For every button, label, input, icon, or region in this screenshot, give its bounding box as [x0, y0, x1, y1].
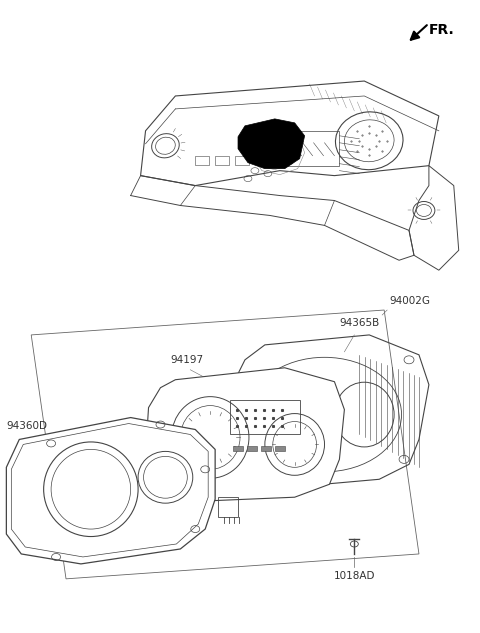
Text: 94002G: 94002G — [389, 296, 430, 306]
Bar — [233, 446, 243, 451]
Bar — [285, 131, 339, 166]
Polygon shape — [145, 368, 344, 501]
Bar — [230, 399, 300, 434]
Polygon shape — [238, 119, 305, 168]
Bar — [235, 156, 249, 165]
Text: 94360D: 94360D — [6, 422, 48, 432]
Text: 1018AD: 1018AD — [334, 571, 375, 581]
Text: FR.: FR. — [429, 23, 455, 37]
Text: 94365B: 94365B — [339, 318, 380, 328]
Bar — [261, 446, 271, 451]
Bar — [195, 156, 209, 165]
Bar — [215, 156, 229, 165]
Polygon shape — [6, 418, 215, 564]
Bar — [247, 446, 257, 451]
Text: 94197: 94197 — [170, 354, 204, 365]
Bar — [275, 446, 285, 451]
